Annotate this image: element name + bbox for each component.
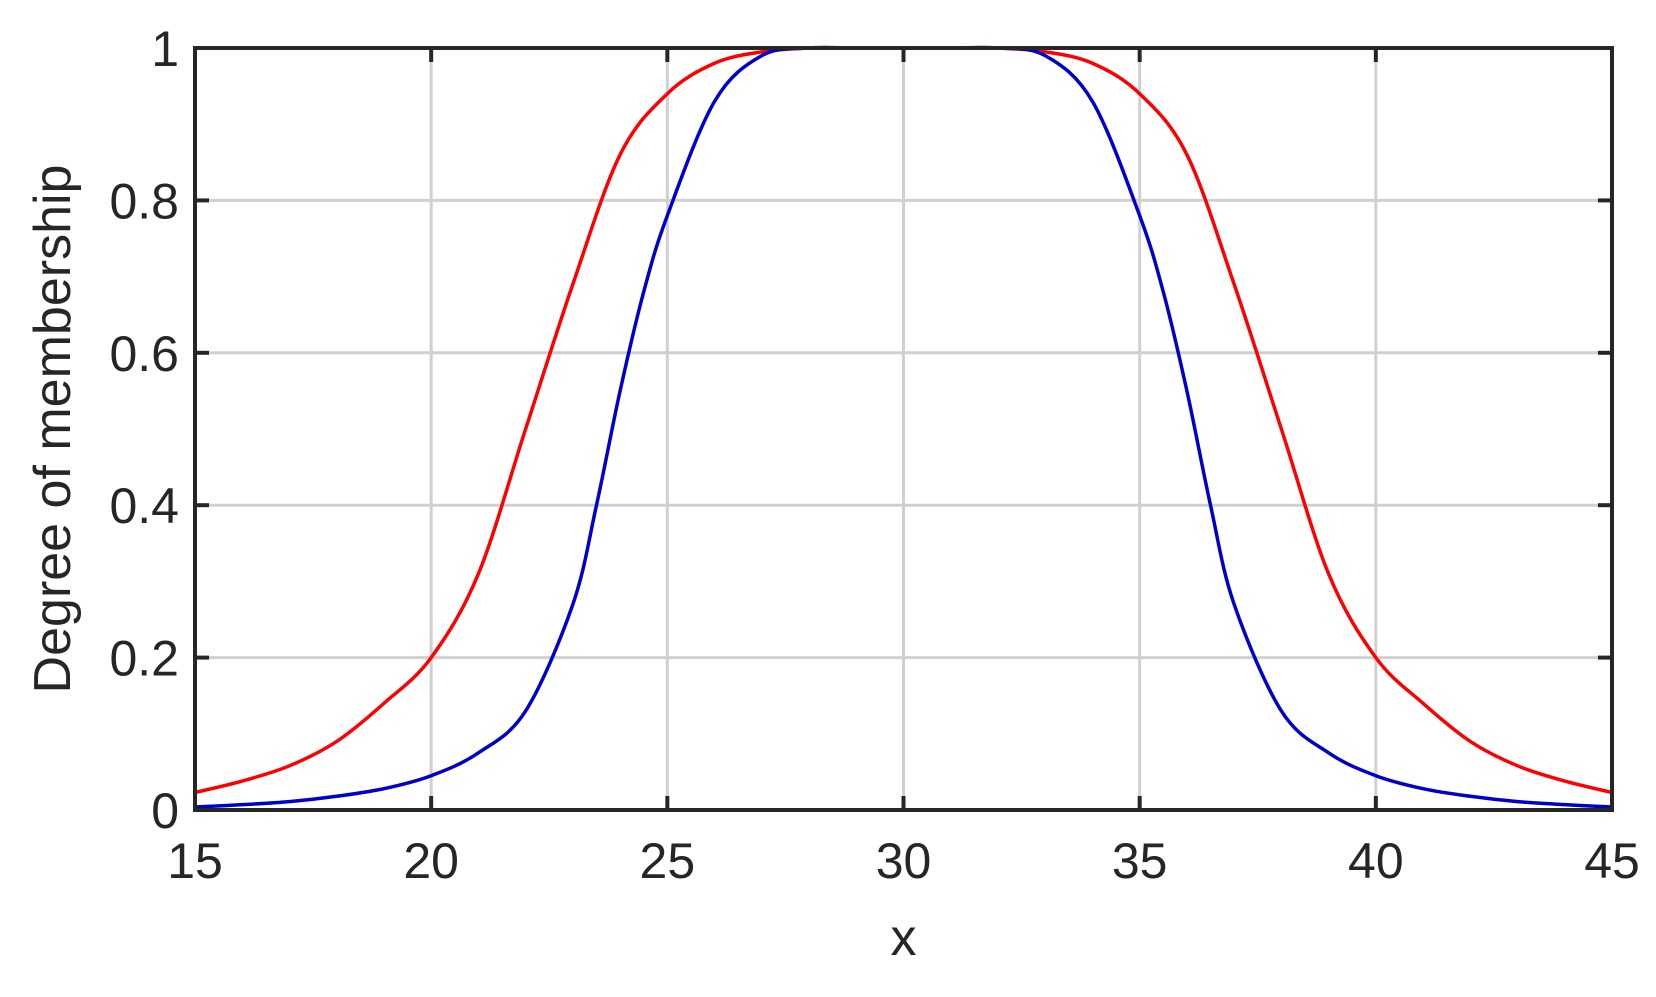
x-axis-label: x	[891, 909, 917, 967]
y-tick-labels: 0 0.2 0.4 0.6 0.8 1	[109, 21, 179, 839]
x-tick-label: 15	[167, 833, 223, 889]
y-tick-label: 1	[151, 21, 179, 77]
x-tick-labels: 15 20 25 30 35 40 45	[167, 833, 1640, 889]
y-tick-label: 0.8	[109, 173, 179, 229]
x-tick-label: 20	[403, 833, 459, 889]
x-tick-label: 25	[640, 833, 696, 889]
y-tick-label: 0.4	[109, 478, 179, 534]
y-axis-label: Degree of membership	[24, 165, 82, 694]
grid-lines	[195, 48, 1612, 810]
y-tick-label: 0.6	[109, 326, 179, 382]
y-tick-label: 0.2	[109, 631, 179, 687]
y-tick-label: 0	[151, 783, 179, 839]
x-tick-label: 40	[1348, 833, 1404, 889]
x-tick-label: 30	[876, 833, 932, 889]
axis-ticks	[193, 46, 1614, 812]
x-tick-label: 45	[1584, 833, 1640, 889]
x-tick-label: 35	[1112, 833, 1168, 889]
